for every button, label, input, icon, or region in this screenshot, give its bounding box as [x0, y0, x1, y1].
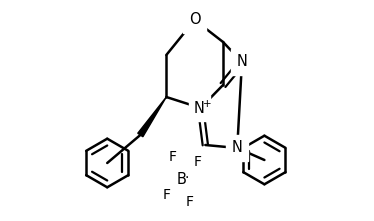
Text: F: F: [163, 188, 171, 202]
Polygon shape: [138, 97, 166, 137]
Text: F: F: [168, 150, 176, 164]
Text: F: F: [194, 155, 202, 169]
Text: O: O: [189, 13, 200, 27]
Text: B: B: [177, 173, 187, 187]
Text: ·: ·: [184, 171, 189, 185]
Text: +: +: [202, 99, 211, 109]
Text: F: F: [186, 195, 194, 209]
Text: N: N: [236, 55, 247, 69]
Text: N: N: [194, 101, 205, 116]
Text: N: N: [232, 141, 243, 156]
